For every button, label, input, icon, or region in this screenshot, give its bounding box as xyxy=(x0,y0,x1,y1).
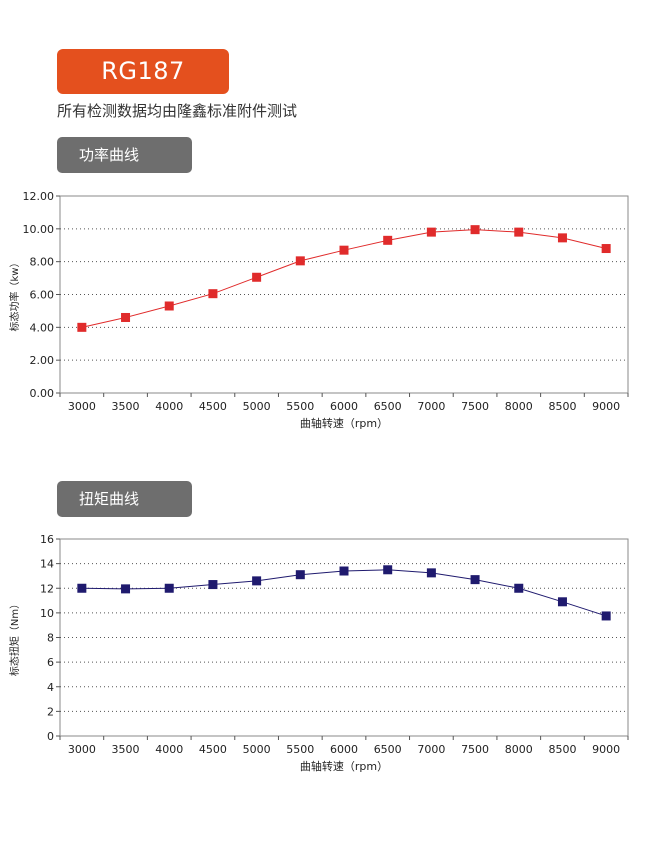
data-point xyxy=(208,580,218,590)
x-tick-label: 4500 xyxy=(199,400,227,413)
y-tick-label: 2.00 xyxy=(30,354,55,367)
y-tick-label: 0.00 xyxy=(30,387,55,400)
data-point xyxy=(426,568,436,578)
y-tick-label: 2 xyxy=(47,705,54,718)
y-axis-title: 标态功率（kw） xyxy=(8,258,21,332)
x-axis-title: 曲轴转速（rpm） xyxy=(300,416,388,430)
y-tick-label: 12.00 xyxy=(23,190,55,203)
data-point xyxy=(557,597,567,607)
data-point xyxy=(77,583,87,593)
x-tick-label: 3500 xyxy=(112,743,140,756)
data-point xyxy=(383,565,393,575)
x-tick-label: 9000 xyxy=(592,743,620,756)
data-point xyxy=(426,227,436,237)
data-point xyxy=(514,227,524,237)
x-tick-label: 5500 xyxy=(286,400,314,413)
y-tick-label: 10 xyxy=(40,607,54,620)
y-tick-label: 8.00 xyxy=(30,256,55,269)
x-tick-label: 3000 xyxy=(68,400,96,413)
x-tick-label: 6000 xyxy=(330,743,358,756)
x-tick-label: 5000 xyxy=(243,400,271,413)
y-tick-label: 0 xyxy=(47,730,54,743)
tab-power-curve[interactable]: 功率曲线 xyxy=(57,137,192,173)
data-point xyxy=(601,611,611,621)
x-tick-label: 3000 xyxy=(68,743,96,756)
x-tick-label: 7500 xyxy=(461,743,489,756)
data-point xyxy=(121,312,131,322)
data-point xyxy=(208,289,218,299)
x-tick-label: 3500 xyxy=(112,400,140,413)
x-tick-label: 7500 xyxy=(461,400,489,413)
x-tick-label: 7000 xyxy=(417,400,445,413)
data-point xyxy=(295,256,305,266)
x-tick-label: 8500 xyxy=(548,400,576,413)
data-point xyxy=(295,570,305,580)
data-point xyxy=(339,245,349,255)
data-point xyxy=(121,584,131,594)
y-tick-label: 12 xyxy=(40,582,54,595)
x-tick-label: 8500 xyxy=(548,743,576,756)
data-point xyxy=(557,233,567,243)
x-tick-label: 6500 xyxy=(374,400,402,413)
data-point xyxy=(601,244,611,254)
x-tick-label: 8000 xyxy=(505,743,533,756)
y-tick-label: 4.00 xyxy=(30,321,55,334)
x-tick-label: 5500 xyxy=(286,743,314,756)
y-tick-label: 8 xyxy=(47,632,54,645)
x-axis-title: 曲轴转速（rpm） xyxy=(300,759,388,773)
x-tick-label: 6000 xyxy=(330,400,358,413)
torque-chart: 0 2 4 6 8 10 12 14 16 3000 3500 4000 4500 5000 5500 600… xyxy=(8,533,629,773)
x-tick-label: 6500 xyxy=(374,743,402,756)
x-tick-label: 4000 xyxy=(155,743,183,756)
x-tick-label: 5000 xyxy=(243,743,271,756)
x-tick-label: 4500 xyxy=(199,743,227,756)
data-point xyxy=(470,225,480,235)
model-badge: RG187 xyxy=(57,49,229,94)
data-point xyxy=(339,566,349,576)
y-tick-label: 14 xyxy=(40,558,54,571)
tab-torque-curve[interactable]: 扭矩曲线 xyxy=(57,481,192,517)
data-point xyxy=(164,583,174,593)
x-tick-label: 4000 xyxy=(155,400,183,413)
y-axis-title: 标态扭矩（Nm） xyxy=(8,599,21,676)
data-point xyxy=(164,301,174,311)
x-tick-label: 8000 xyxy=(505,400,533,413)
test-note: 所有检测数据均由隆鑫标准附件测试 xyxy=(57,102,298,120)
y-tick-label: 6 xyxy=(47,656,54,669)
data-point xyxy=(514,583,524,593)
power-chart: 0.00 2.00 4.00 6.00 8.00 10.00 12.00 3000 3500 40… xyxy=(8,190,629,430)
y-tick-label: 6.00 xyxy=(30,289,55,302)
data-point xyxy=(383,235,393,245)
y-tick-label: 4 xyxy=(47,681,54,694)
x-tick-label: 9000 xyxy=(592,400,620,413)
y-tick-label: 10.00 xyxy=(23,223,55,236)
data-point xyxy=(252,272,262,282)
data-point xyxy=(77,322,87,332)
y-tick-label: 16 xyxy=(40,533,54,546)
x-tick-label: 7000 xyxy=(417,743,445,756)
data-point xyxy=(470,575,480,585)
data-point xyxy=(252,576,262,586)
